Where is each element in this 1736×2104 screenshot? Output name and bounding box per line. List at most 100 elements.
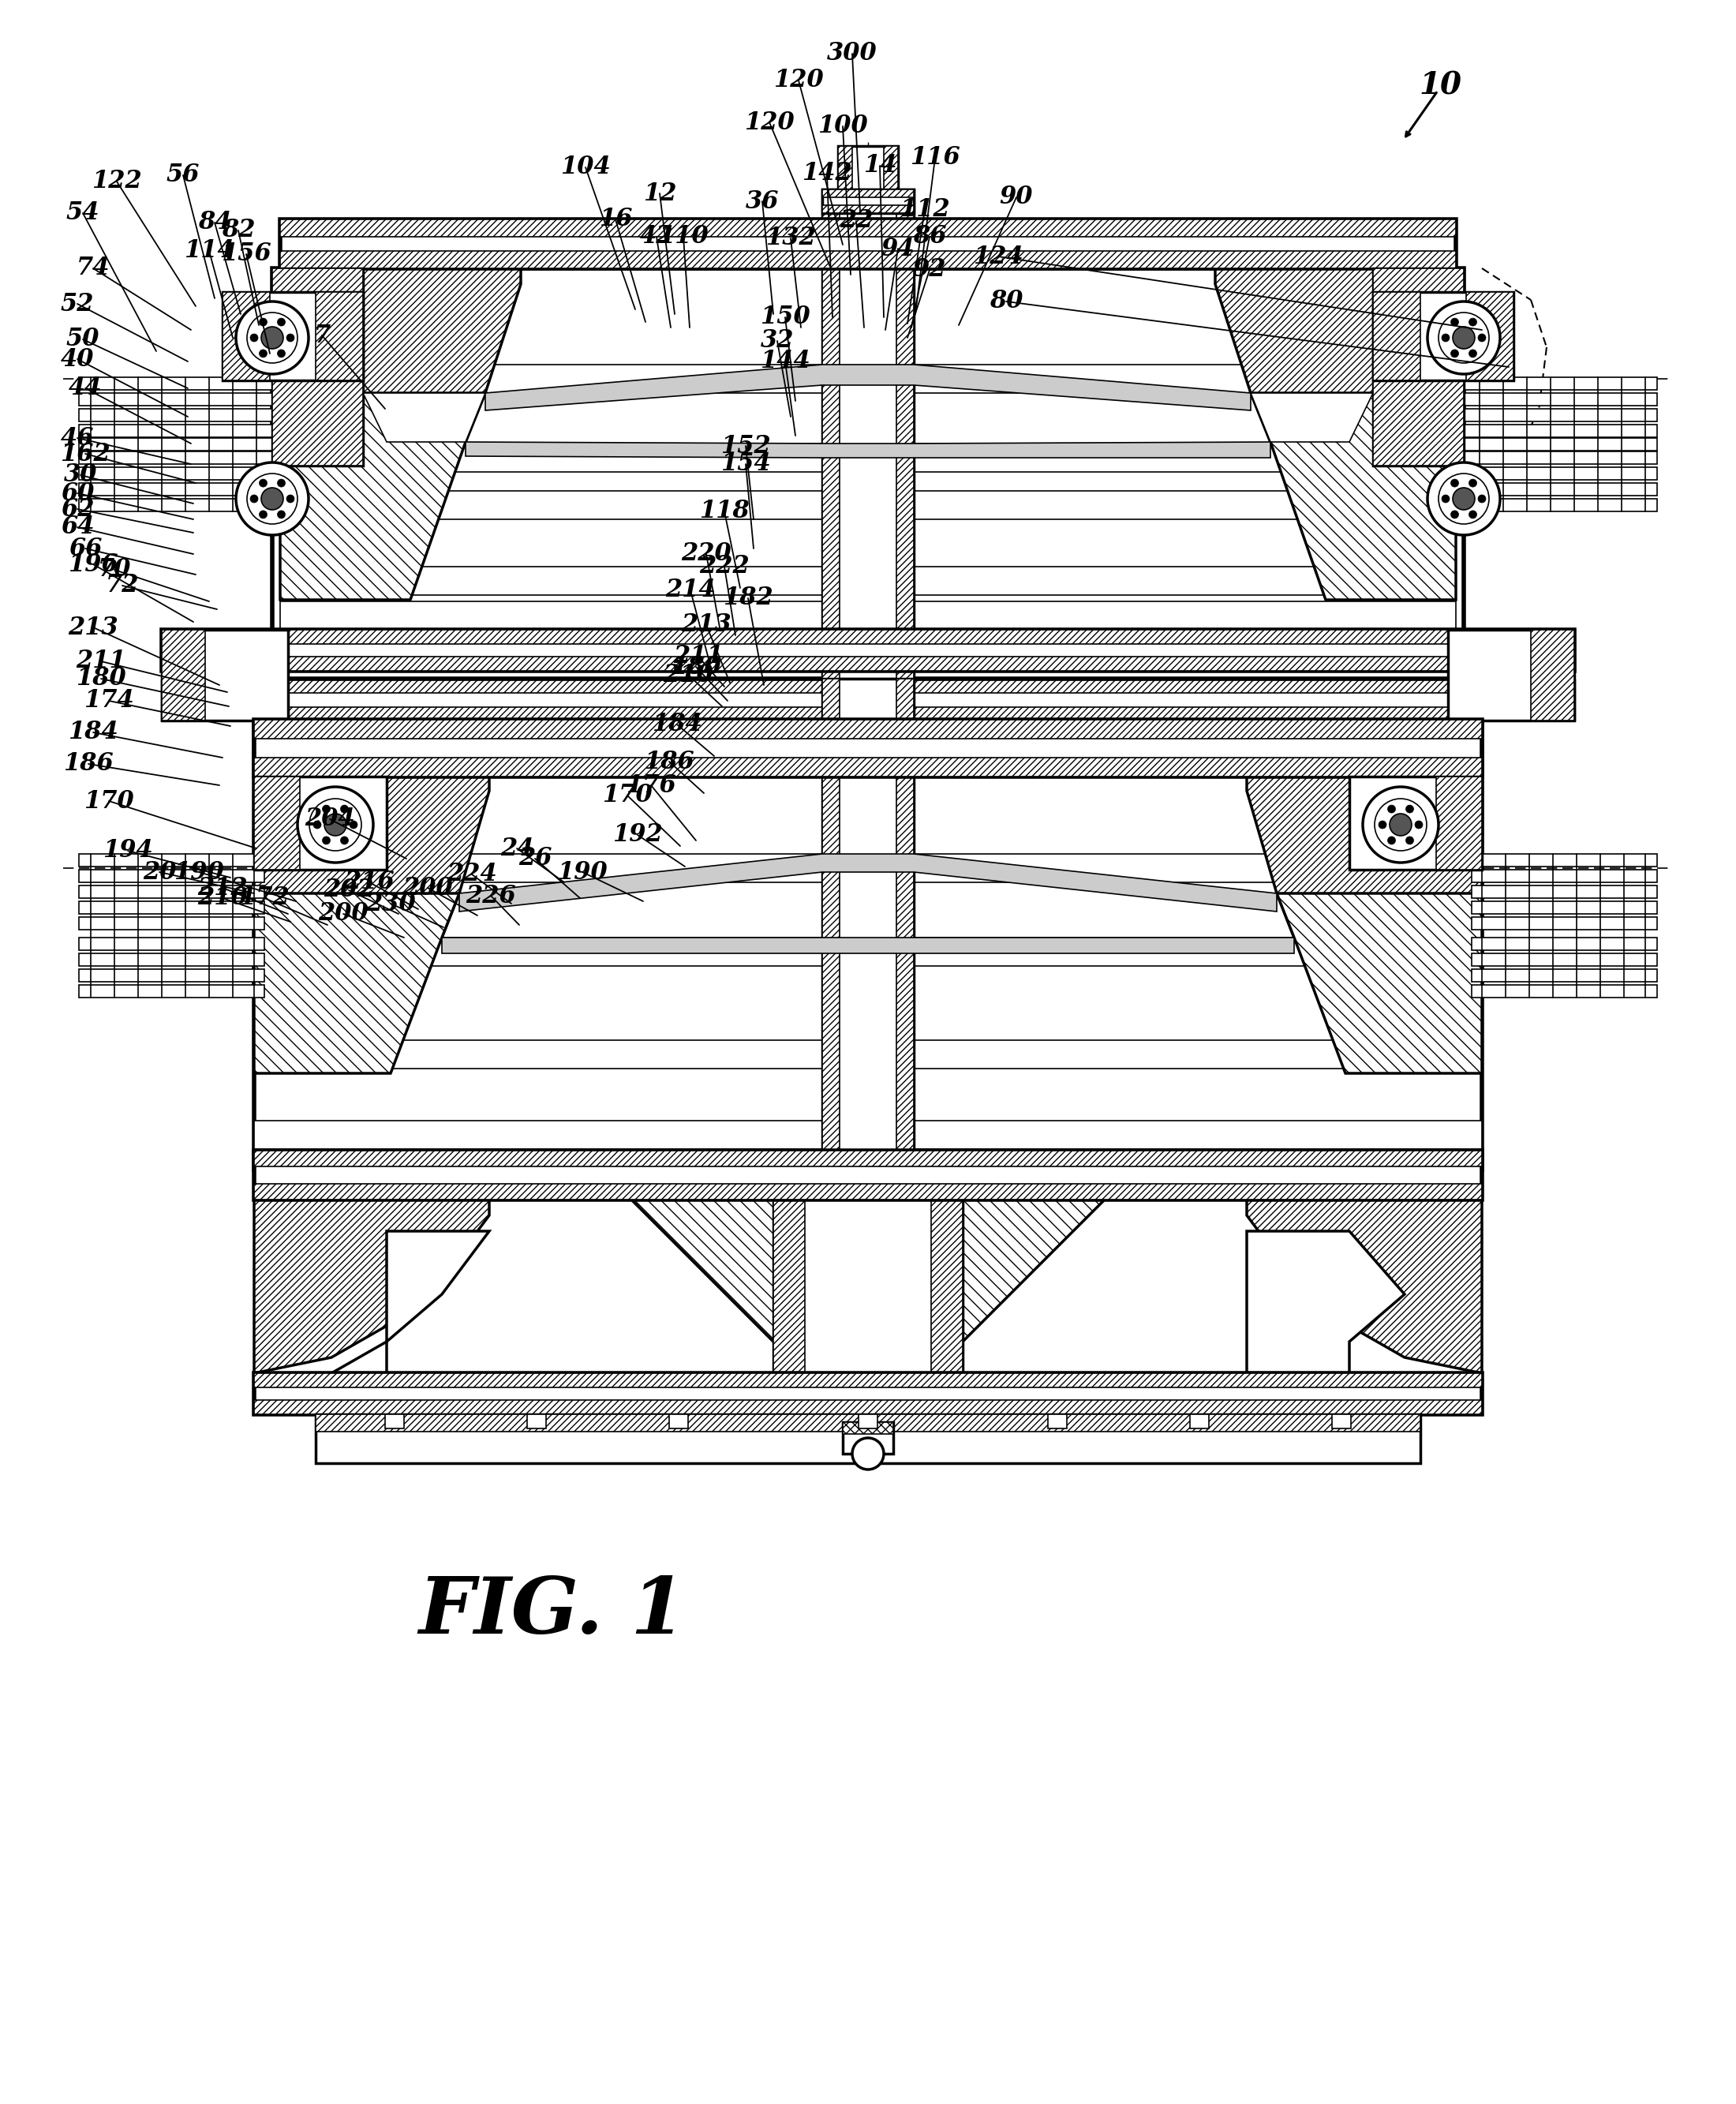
Text: 152: 152	[720, 433, 771, 459]
Bar	[1472, 953, 1658, 966]
Bar	[1472, 970, 1658, 983]
Text: 202: 202	[323, 877, 373, 903]
Circle shape	[1439, 313, 1489, 364]
Text: 56: 56	[167, 162, 200, 187]
Bar	[859, 1414, 877, 1429]
Bar	[253, 1039, 1483, 1069]
Bar	[279, 490, 1457, 520]
Bar	[253, 1151, 1483, 1199]
Bar	[253, 1374, 1483, 1387]
Circle shape	[340, 806, 349, 812]
Text: 222: 222	[700, 555, 750, 579]
Text: 170: 170	[602, 783, 653, 808]
Bar	[161, 707, 1575, 720]
Text: 74: 74	[76, 257, 109, 280]
Circle shape	[312, 821, 321, 829]
Bar	[823, 189, 913, 680]
Text: 226: 226	[465, 884, 516, 909]
Bar	[1472, 985, 1658, 997]
Text: 110: 110	[658, 225, 708, 248]
Text: 50: 50	[66, 326, 99, 351]
Text: 52: 52	[61, 292, 94, 316]
Bar	[279, 219, 1457, 238]
Bar	[161, 629, 288, 720]
Text: 122: 122	[92, 168, 142, 194]
Circle shape	[1477, 335, 1486, 341]
Text: 230: 230	[366, 892, 415, 915]
Bar	[78, 377, 285, 389]
Circle shape	[1453, 326, 1476, 349]
Bar	[1451, 438, 1658, 450]
Circle shape	[260, 488, 283, 509]
Text: 184: 184	[68, 720, 118, 745]
Bar	[823, 680, 913, 722]
Circle shape	[1451, 511, 1458, 518]
Bar	[78, 886, 264, 898]
Bar	[78, 452, 285, 465]
Text: 180: 180	[670, 654, 720, 680]
Text: 192: 192	[613, 823, 663, 848]
Bar	[253, 1185, 1483, 1199]
Bar	[78, 438, 285, 450]
Circle shape	[1441, 335, 1450, 341]
Text: 162: 162	[61, 442, 111, 465]
Text: 142: 142	[802, 162, 852, 185]
Bar	[78, 408, 285, 421]
Bar	[1049, 1414, 1068, 1429]
Text: 86: 86	[913, 225, 946, 248]
Bar	[161, 680, 1575, 720]
Bar	[78, 901, 264, 913]
Circle shape	[259, 511, 267, 518]
Text: 64: 64	[61, 515, 94, 539]
Bar	[1472, 917, 1658, 930]
Bar	[222, 292, 269, 381]
Bar	[1373, 269, 1463, 465]
Circle shape	[278, 511, 285, 518]
Text: 211: 211	[674, 644, 724, 669]
Polygon shape	[279, 269, 521, 442]
Bar	[1332, 1414, 1351, 1429]
Polygon shape	[443, 938, 1293, 953]
Bar	[273, 269, 1463, 680]
Polygon shape	[1246, 1199, 1483, 1374]
Bar	[1472, 869, 1658, 882]
Text: 176: 176	[627, 772, 675, 797]
Bar	[1531, 629, 1575, 720]
Bar	[1451, 393, 1658, 406]
Circle shape	[259, 318, 267, 326]
Circle shape	[247, 313, 297, 364]
Bar	[823, 206, 913, 213]
Text: 120: 120	[745, 109, 795, 135]
Text: 22: 22	[840, 208, 873, 234]
Bar	[1448, 629, 1575, 720]
Bar	[78, 938, 264, 951]
Text: 100: 100	[818, 114, 868, 139]
Circle shape	[852, 1437, 884, 1469]
Circle shape	[1363, 787, 1439, 863]
Bar	[161, 680, 1575, 692]
Circle shape	[1451, 349, 1458, 358]
Circle shape	[1387, 837, 1396, 844]
Text: 213: 213	[681, 612, 731, 638]
Text: 32: 32	[760, 328, 793, 353]
Bar	[161, 656, 1575, 671]
Text: 190: 190	[174, 861, 224, 884]
Bar	[1451, 425, 1658, 438]
Bar	[78, 393, 285, 406]
Text: 300: 300	[826, 42, 877, 65]
Text: 216: 216	[344, 871, 394, 894]
Circle shape	[1375, 800, 1427, 850]
Bar	[1451, 408, 1658, 421]
Text: 16: 16	[599, 206, 632, 231]
Text: 196: 196	[68, 551, 118, 576]
Text: 40: 40	[61, 347, 94, 370]
Text: 118: 118	[700, 499, 750, 524]
Text: 26: 26	[519, 846, 552, 871]
Text: 213: 213	[68, 614, 118, 640]
Bar	[896, 680, 913, 722]
Polygon shape	[465, 442, 1271, 459]
Text: 170: 170	[83, 789, 134, 814]
Bar	[896, 189, 913, 680]
Bar	[1451, 452, 1658, 465]
Circle shape	[323, 837, 330, 844]
